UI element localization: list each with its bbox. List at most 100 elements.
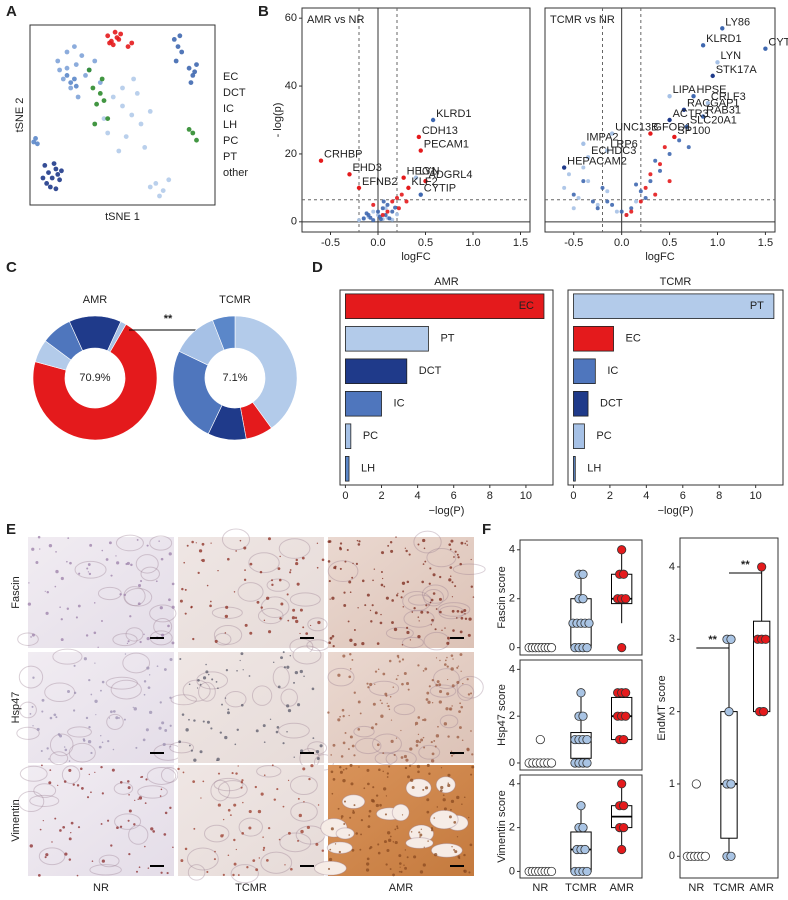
stain-dot — [108, 717, 111, 719]
stain-dot — [438, 597, 442, 601]
stain-dot — [100, 620, 103, 623]
score-point — [576, 801, 586, 811]
y-tick-label: 4 — [669, 561, 675, 573]
tubule — [289, 592, 321, 607]
stain-dot — [190, 606, 193, 609]
stain-dot — [181, 713, 185, 716]
stain-dot — [283, 666, 287, 669]
stain-dot — [383, 787, 387, 791]
stain-dot — [91, 860, 94, 862]
stain-dot — [466, 544, 469, 546]
tubule — [326, 841, 353, 855]
x-tick-label: AMR — [609, 882, 634, 894]
stain-dot — [433, 739, 436, 742]
labeled-point — [561, 165, 567, 170]
stain-dot — [339, 546, 342, 549]
stain-dot — [206, 584, 209, 587]
stain-dot — [232, 873, 235, 877]
score-point — [582, 643, 592, 653]
tubule — [438, 605, 465, 620]
stain-dot — [331, 596, 335, 600]
labeled-point — [356, 185, 362, 191]
y-tick-label: 2 — [509, 593, 515, 605]
stain-dot — [87, 571, 89, 573]
x-tick-label: 1.0 — [465, 237, 480, 249]
point-label: EFNB2 — [362, 176, 397, 188]
tubule — [393, 703, 416, 716]
stain-dot — [340, 817, 343, 819]
stain-dot — [198, 549, 203, 553]
tubule — [19, 765, 48, 782]
stain-dot — [458, 857, 461, 860]
labeled-point — [347, 172, 352, 177]
stain-dot — [329, 636, 333, 640]
stain-dot — [339, 567, 342, 570]
stain-dot — [206, 720, 210, 724]
stain-dot — [370, 620, 373, 623]
point — [395, 196, 399, 201]
stain-dot — [429, 601, 432, 604]
stain-dot — [387, 544, 390, 547]
stain-dot — [55, 569, 59, 574]
stain-dot — [70, 821, 74, 825]
stain-dot — [424, 667, 428, 671]
stain-dot — [460, 616, 464, 620]
tubule — [38, 847, 66, 866]
point-label: ADGRL4 — [429, 169, 473, 181]
score-point — [619, 734, 629, 745]
stain-dot — [386, 702, 388, 705]
stain-dot — [426, 763, 430, 767]
stain-dot — [408, 764, 412, 767]
stain-dot — [235, 550, 237, 552]
stain-dot — [360, 833, 362, 836]
stain-dot — [351, 848, 355, 852]
plot-frame — [519, 659, 643, 771]
stain-dot — [192, 637, 195, 641]
stain-dot — [39, 548, 41, 550]
x-tick-label: 4 — [643, 490, 649, 502]
stain-dot — [243, 546, 247, 550]
stain-dot — [276, 788, 279, 791]
tubule — [214, 632, 232, 646]
bar — [345, 423, 352, 449]
point — [653, 192, 658, 197]
y-axis-label: EndMT score — [656, 675, 668, 740]
stain-dot — [182, 771, 185, 774]
point — [120, 85, 125, 91]
plot-subtitle: TCMR vs NR — [550, 14, 615, 26]
stain-dot — [350, 782, 354, 786]
tubule — [182, 679, 211, 702]
row-label: Vimentin — [10, 799, 22, 842]
stain-dot — [280, 602, 284, 606]
tubule — [74, 560, 107, 579]
stain-dot — [426, 798, 430, 802]
tubule — [115, 534, 144, 552]
stain-dot — [466, 540, 468, 543]
stain-dot — [383, 585, 386, 588]
stain-dot — [388, 708, 391, 711]
stain-dot — [282, 742, 285, 745]
x-axis-label: tSNE 1 — [105, 211, 140, 223]
stain-dot — [100, 689, 102, 692]
stain-dot — [83, 657, 87, 661]
stain-dot — [471, 765, 475, 769]
tubule — [307, 617, 328, 632]
stain-dot — [222, 818, 225, 821]
stain-dot — [59, 829, 62, 832]
tubule — [457, 683, 475, 701]
labeled-point — [710, 73, 715, 79]
point — [64, 49, 70, 55]
stain-dot — [86, 567, 89, 570]
stain-dot — [87, 740, 92, 744]
point — [600, 185, 605, 190]
stain-dot — [85, 634, 89, 637]
stain-dot — [451, 846, 453, 848]
point — [138, 121, 144, 127]
box — [720, 711, 738, 839]
stain-dot — [289, 571, 292, 574]
stain-dot — [262, 724, 266, 728]
x-tick-label: 0 — [570, 490, 576, 502]
tubule — [266, 578, 290, 592]
stain-dot — [411, 785, 415, 789]
stain-dot — [456, 680, 460, 684]
